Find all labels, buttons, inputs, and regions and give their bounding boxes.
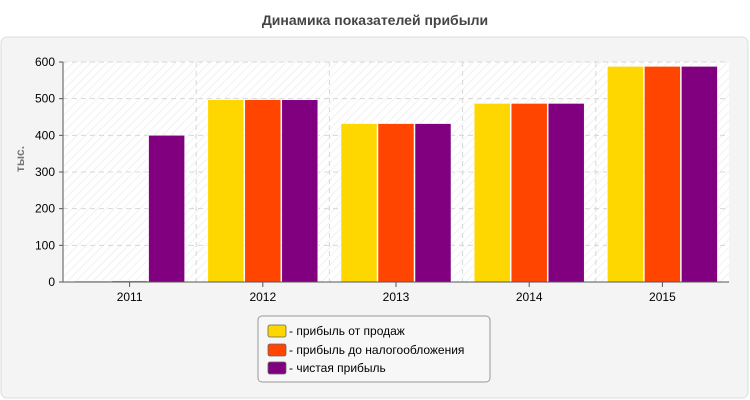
bar: [207, 99, 245, 283]
legend-swatch-net-profit: [267, 361, 287, 375]
bar: [244, 99, 282, 283]
bar: [644, 66, 681, 283]
x-tick-label: 2015: [649, 290, 676, 304]
legend-swatch-pretax-profit: [267, 343, 287, 357]
bars: [74, 66, 718, 283]
y-tick-label: 600: [35, 55, 55, 69]
bar: [510, 103, 548, 283]
x-tick-label: 2011: [117, 290, 143, 304]
bar: [547, 103, 585, 283]
bar: [281, 99, 319, 283]
legend-item-net-profit: - чистая прибыль: [267, 361, 386, 375]
y-tick-label: 0: [48, 275, 55, 289]
x-tick-label: 2012: [249, 290, 276, 304]
y-tick-label: 300: [35, 165, 55, 179]
legend-label-sales-profit: - прибыль от продаж: [289, 324, 405, 338]
bar: [148, 135, 185, 283]
axes: 0 100 200 300 400 500 600 2011 2012 2013 2014 2015: [35, 55, 729, 304]
y-tick-label: 400: [35, 128, 55, 142]
chart-title: Динамика показателей прибыли: [262, 12, 488, 28]
bar: [340, 123, 378, 283]
bar: [473, 103, 511, 283]
x-tick-label: 2013: [383, 290, 410, 304]
bar: [607, 66, 644, 283]
legend-swatch-sales-profit: [267, 324, 287, 338]
y-axis-label: тыс.: [13, 146, 27, 172]
bar: [414, 123, 452, 283]
bar: [681, 66, 718, 283]
legend-label-pretax-profit: - прибыль до налогообложения: [289, 343, 464, 357]
legend: - прибыль от продаж - прибыль до налогоо…: [257, 315, 491, 383]
legend-item-sales-profit: - прибыль от продаж: [267, 324, 405, 338]
legend-item-pretax-profit: - прибыль до налогообложения: [267, 343, 464, 357]
legend-box: [257, 315, 491, 383]
y-tick-label: 200: [35, 202, 55, 216]
x-tick-label: 2014: [516, 290, 543, 304]
legend-label-net-profit: - чистая прибыль: [289, 361, 386, 375]
bar: [377, 123, 415, 283]
y-tick-label: 100: [35, 238, 55, 252]
y-tick-label: 500: [35, 92, 55, 106]
